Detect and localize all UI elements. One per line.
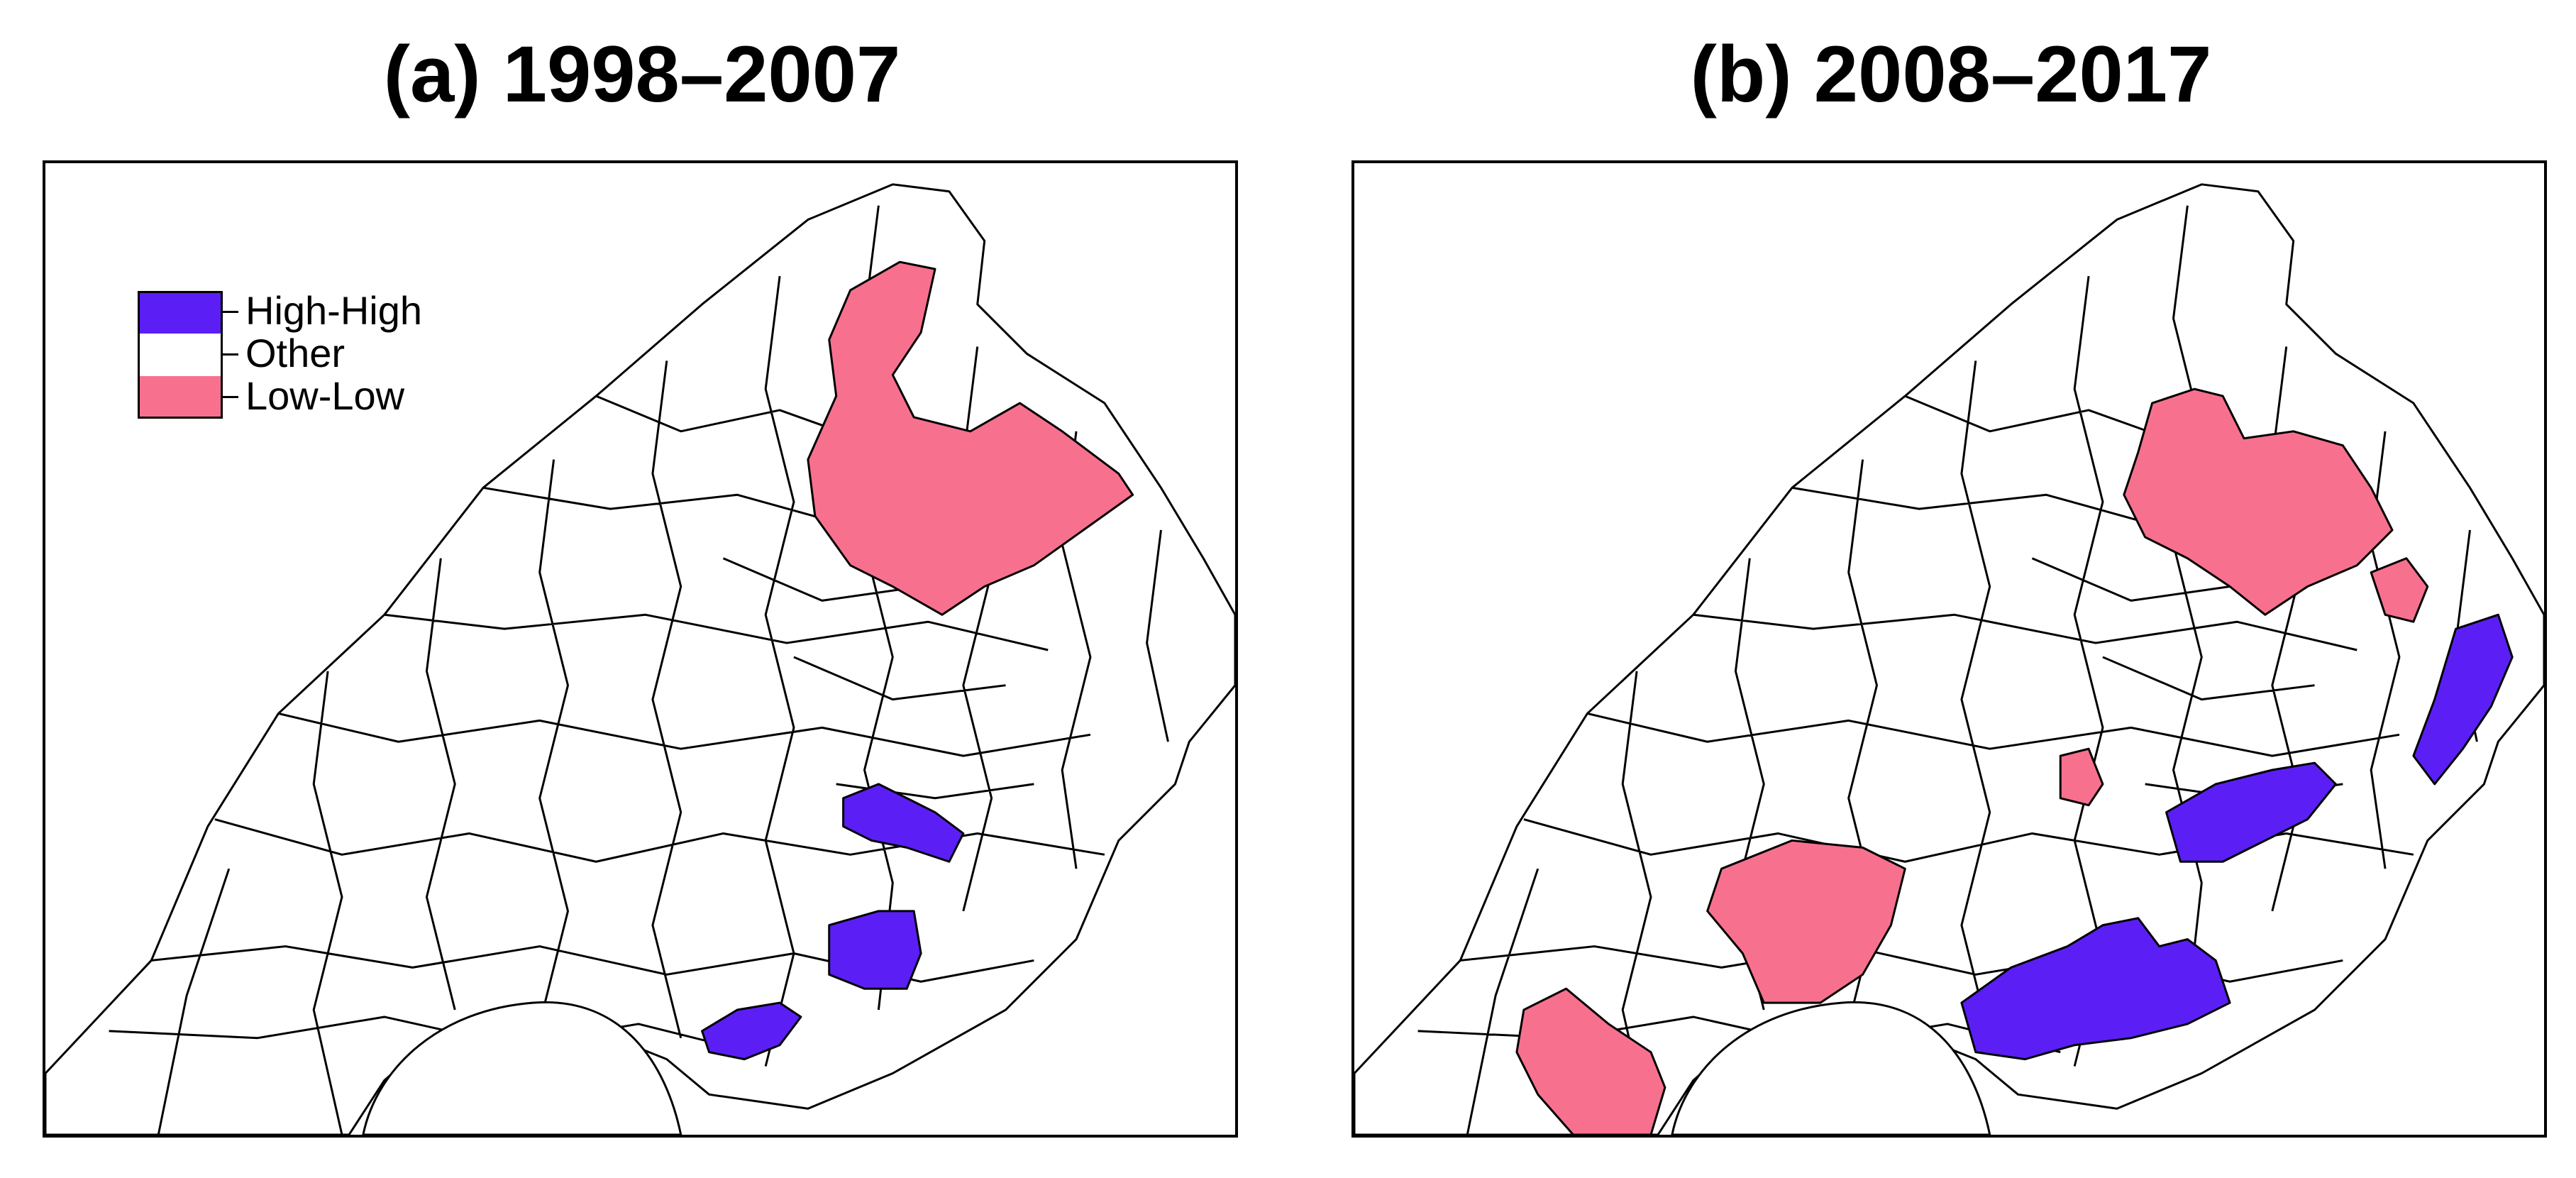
coastal-arc [1671,1001,1991,1135]
panel-b-title: (b) 2008–2017 [1690,30,2212,119]
legend-tick [223,396,238,398]
high-high-cluster-east-coast [2412,613,2514,786]
low-low-cluster-northeast [807,260,1134,616]
region-outline [45,183,1235,1135]
panel-a-title: (a) 1998–2007 [383,30,901,119]
boundary-lines [109,205,1169,1135]
legend-label-other: Other [245,331,346,375]
map-panel-b [1351,160,2547,1138]
low-low-cluster-center [2059,747,2104,807]
region-outline [1354,183,2544,1135]
low-low-cluster-east-small [2370,557,2429,623]
legend-swatch-low-low [138,376,223,419]
map-panel-a: High-High Other Low-Low [43,160,1238,1138]
high-high-cluster-southeast [701,1001,802,1061]
legend-label-low-low: Low-Low [245,373,405,418]
map-b-svg [1354,183,2544,1135]
legend-label-high-high: High-High [245,288,422,333]
high-high-cluster-east-b [828,910,922,990]
low-low-cluster-south-center [1706,839,1906,1004]
high-high-cluster-east-a [842,783,965,863]
high-high-cluster-south [1960,917,2231,1061]
map-a-svg [45,183,1235,1135]
low-low-cluster-northeast [2123,387,2394,616]
legend-tick [223,353,238,356]
legend-swatch-other [138,334,223,376]
high-high-cluster-central-coast [2165,761,2337,863]
legend-tick [223,311,238,313]
low-low-cluster-southwest [1515,987,1666,1135]
coastal-arc [362,1001,682,1135]
legend-swatch-high-high [138,291,223,334]
